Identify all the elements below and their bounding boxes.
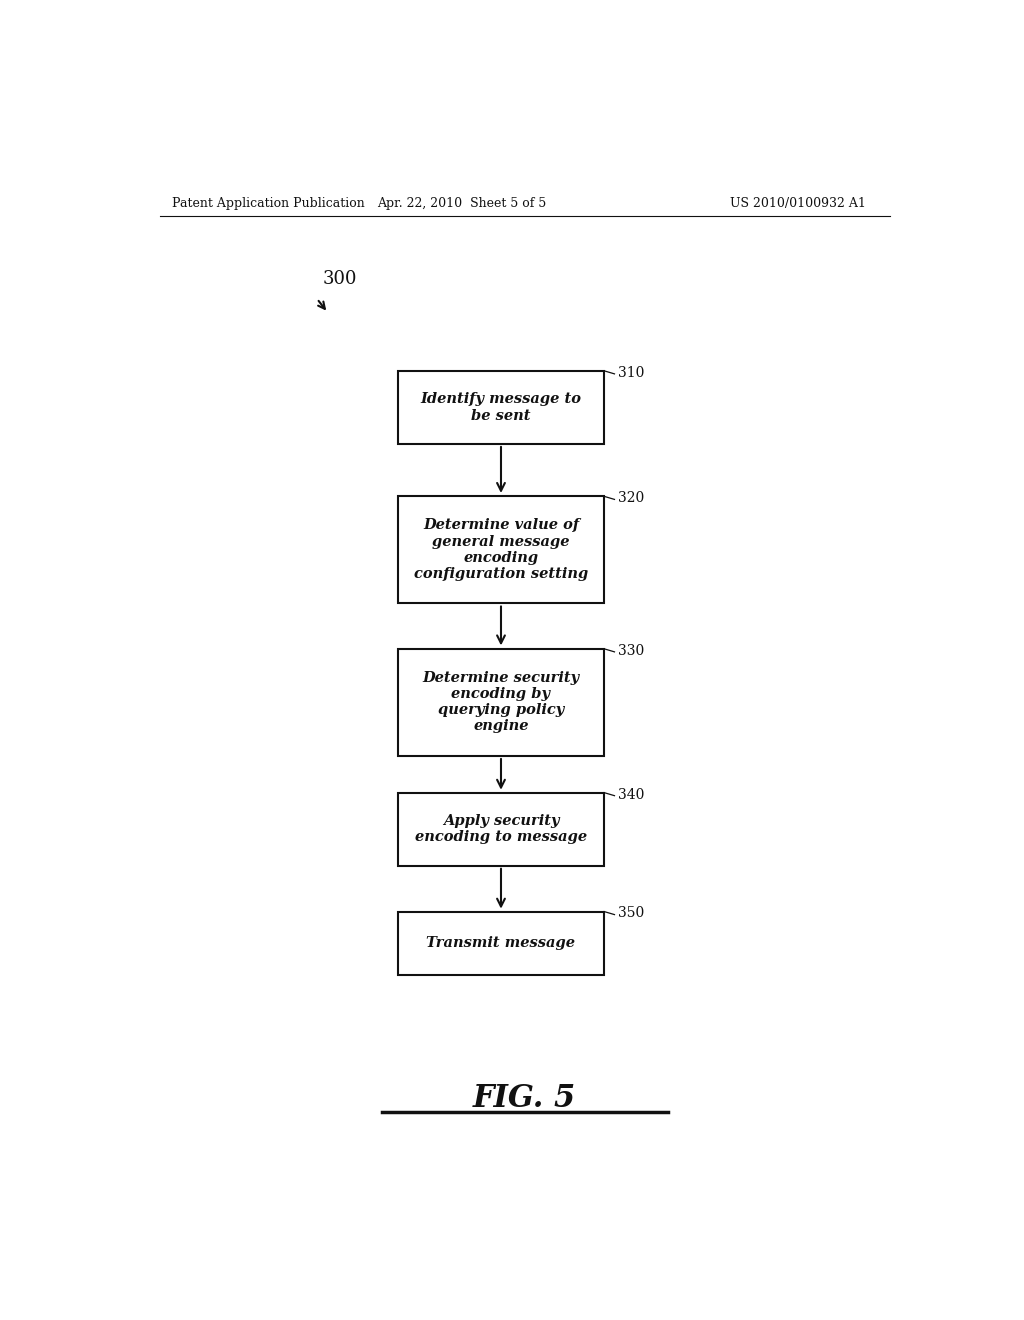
Text: Determine value of
general message
encoding
configuration setting: Determine value of general message encod… (414, 519, 588, 581)
Text: 330: 330 (618, 644, 645, 657)
Text: FIG. 5: FIG. 5 (473, 1084, 577, 1114)
Text: Transmit message: Transmit message (426, 936, 575, 950)
Text: 310: 310 (618, 366, 645, 380)
FancyBboxPatch shape (397, 496, 604, 603)
Text: 350: 350 (618, 907, 645, 920)
Text: 300: 300 (323, 271, 357, 289)
FancyBboxPatch shape (397, 912, 604, 974)
Text: US 2010/0100932 A1: US 2010/0100932 A1 (730, 197, 866, 210)
Text: Apply security
encoding to message: Apply security encoding to message (415, 814, 587, 845)
Text: Apr. 22, 2010  Sheet 5 of 5: Apr. 22, 2010 Sheet 5 of 5 (377, 197, 546, 210)
FancyBboxPatch shape (397, 649, 604, 755)
Text: Patent Application Publication: Patent Application Publication (172, 197, 365, 210)
Text: Determine security
encoding by
querying policy
engine: Determine security encoding by querying … (423, 671, 580, 734)
Text: Identify message to
be sent: Identify message to be sent (421, 392, 582, 422)
Text: 340: 340 (618, 788, 645, 801)
FancyBboxPatch shape (397, 371, 604, 444)
Text: 320: 320 (618, 491, 645, 506)
FancyBboxPatch shape (397, 792, 604, 866)
